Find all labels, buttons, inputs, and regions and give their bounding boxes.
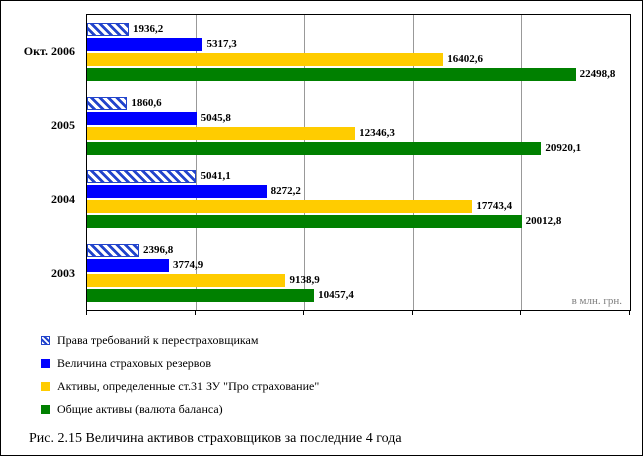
bar-row: 3774,9	[87, 259, 630, 273]
legend-item: Права требований к перестраховщикам	[41, 329, 319, 352]
bar-row: 5045,8	[87, 111, 630, 125]
bar-value-label: 8272,2	[270, 185, 301, 198]
bar-value-label: 22498,8	[579, 67, 616, 80]
bar-value-label: 20920,1	[545, 141, 582, 154]
plot-area: 1936,2 5317,3 16402,6 22498,8 1860,6 5045,8 12…	[86, 14, 631, 315]
bar-value-label: 16402,6	[447, 52, 483, 65]
bar-solid-blue	[87, 259, 169, 273]
gridline	[304, 15, 306, 310]
x-axis-tick	[629, 311, 630, 315]
x-axis-tick	[194, 311, 196, 315]
gridline	[521, 15, 523, 310]
bar-row: 1936,2	[87, 22, 630, 36]
bar-group: 2396,8 3774,9 9138,9 10457,4	[87, 236, 630, 310]
bar-solid-green	[87, 215, 522, 229]
bar-row: 17743,4	[87, 200, 630, 214]
bar-value-label: 9138,9	[289, 274, 320, 287]
bar-value-label: 1860,6	[131, 96, 162, 109]
bar-solid-blue	[87, 37, 203, 51]
legend-item: Величина страховых резервов	[41, 352, 319, 375]
bar-solid-yellow	[87, 52, 444, 66]
bar-group: 5041,1 8272,2 17743,4 20012,8	[87, 163, 630, 237]
bar-solid-blue	[87, 111, 197, 125]
x-axis-tick	[411, 311, 413, 315]
bar-row: 16402,6	[87, 52, 630, 66]
bar-value-label: 2396,8	[143, 244, 174, 257]
category-label: 2005	[51, 117, 75, 132]
bar-value-label: 1936,2	[133, 22, 164, 35]
legend-item-label: Активы, определенные ст.31 ЗУ "Про страх…	[57, 379, 320, 393]
bar-group: 1860,6 5045,8 12346,3 20920,1	[87, 89, 630, 163]
category-label: 2003	[51, 266, 75, 281]
legend-item: Активы, определенные ст.31 ЗУ "Про страх…	[41, 375, 319, 398]
axis-unit-note: в млн. грн.	[571, 295, 622, 307]
bar-row: 20012,8	[87, 215, 630, 229]
bar-row: 12346,3	[87, 126, 630, 140]
bar-row: 5317,3	[87, 37, 630, 51]
gridline	[412, 15, 414, 310]
bar-value-label: 12346,3	[359, 126, 395, 139]
y-axis-category-labels: Окт. 2006 2005 2004 2003	[1, 14, 81, 311]
bar-row: 2396,8	[87, 244, 630, 258]
bar-value-label: 3774,9	[172, 259, 204, 272]
bar-hatched	[87, 22, 130, 36]
legend-swatch-hatched	[41, 336, 50, 345]
bar-solid-green	[87, 67, 576, 81]
bar-row: 8272,2	[87, 185, 630, 199]
bar-value-label: 5041,1	[200, 170, 231, 183]
category-label: 2004	[51, 192, 75, 207]
bar-row: 20920,1	[87, 141, 630, 155]
legend-item-label: Права требований к перестраховщикам	[57, 333, 259, 347]
x-axis-tick	[303, 311, 305, 315]
bar-solid-blue	[87, 185, 267, 199]
bar-value-label: 5045,8	[200, 111, 231, 124]
bar-value-label: 5317,3	[206, 37, 237, 50]
bar-row: 22498,8	[87, 67, 630, 81]
bar-value-label: 20012,8	[525, 215, 562, 228]
category-label: Окт. 2006	[23, 43, 75, 58]
legend-item-label: Общие активы (валюта баланса)	[57, 402, 223, 416]
bar-hatched	[87, 170, 197, 184]
bar-solid-yellow	[87, 274, 286, 288]
legend-swatch-solid-yellow	[41, 382, 50, 391]
bar-group: 1936,2 5317,3 16402,6 22498,8	[87, 15, 630, 89]
bar-solid-yellow	[87, 126, 356, 140]
bar-solid-green	[87, 289, 315, 303]
x-axis-tick	[520, 311, 522, 315]
bar-row: 9138,9	[87, 274, 630, 288]
legend-swatch-solid-blue	[41, 359, 50, 368]
bar-value-label: 10457,4	[318, 289, 354, 302]
x-axis-tick	[86, 311, 87, 315]
bar-row: 1860,6	[87, 96, 630, 110]
legend-item: Общие активы (валюта баланса)	[41, 398, 319, 421]
legend-item-label: Величина страховых резервов	[57, 356, 212, 370]
bar-solid-green	[87, 141, 542, 155]
bar-row: 10457,4	[87, 289, 630, 303]
legend: Права требований к перестраховщикам Велич…	[41, 329, 319, 421]
bar-value-label: 17743,4	[476, 200, 513, 213]
gridline	[195, 15, 197, 310]
bar-groups: 1936,2 5317,3 16402,6 22498,8 1860,6 5045,8 12…	[87, 15, 630, 310]
bar-solid-yellow	[87, 200, 473, 214]
chart-caption: Рис. 2.15 Величина активов страховщиков …	[29, 431, 402, 446]
bar-row: 5041,1	[87, 170, 630, 184]
bar-hatched	[87, 244, 140, 258]
bar-hatched	[87, 96, 128, 110]
legend-swatch-solid-green	[41, 405, 50, 414]
